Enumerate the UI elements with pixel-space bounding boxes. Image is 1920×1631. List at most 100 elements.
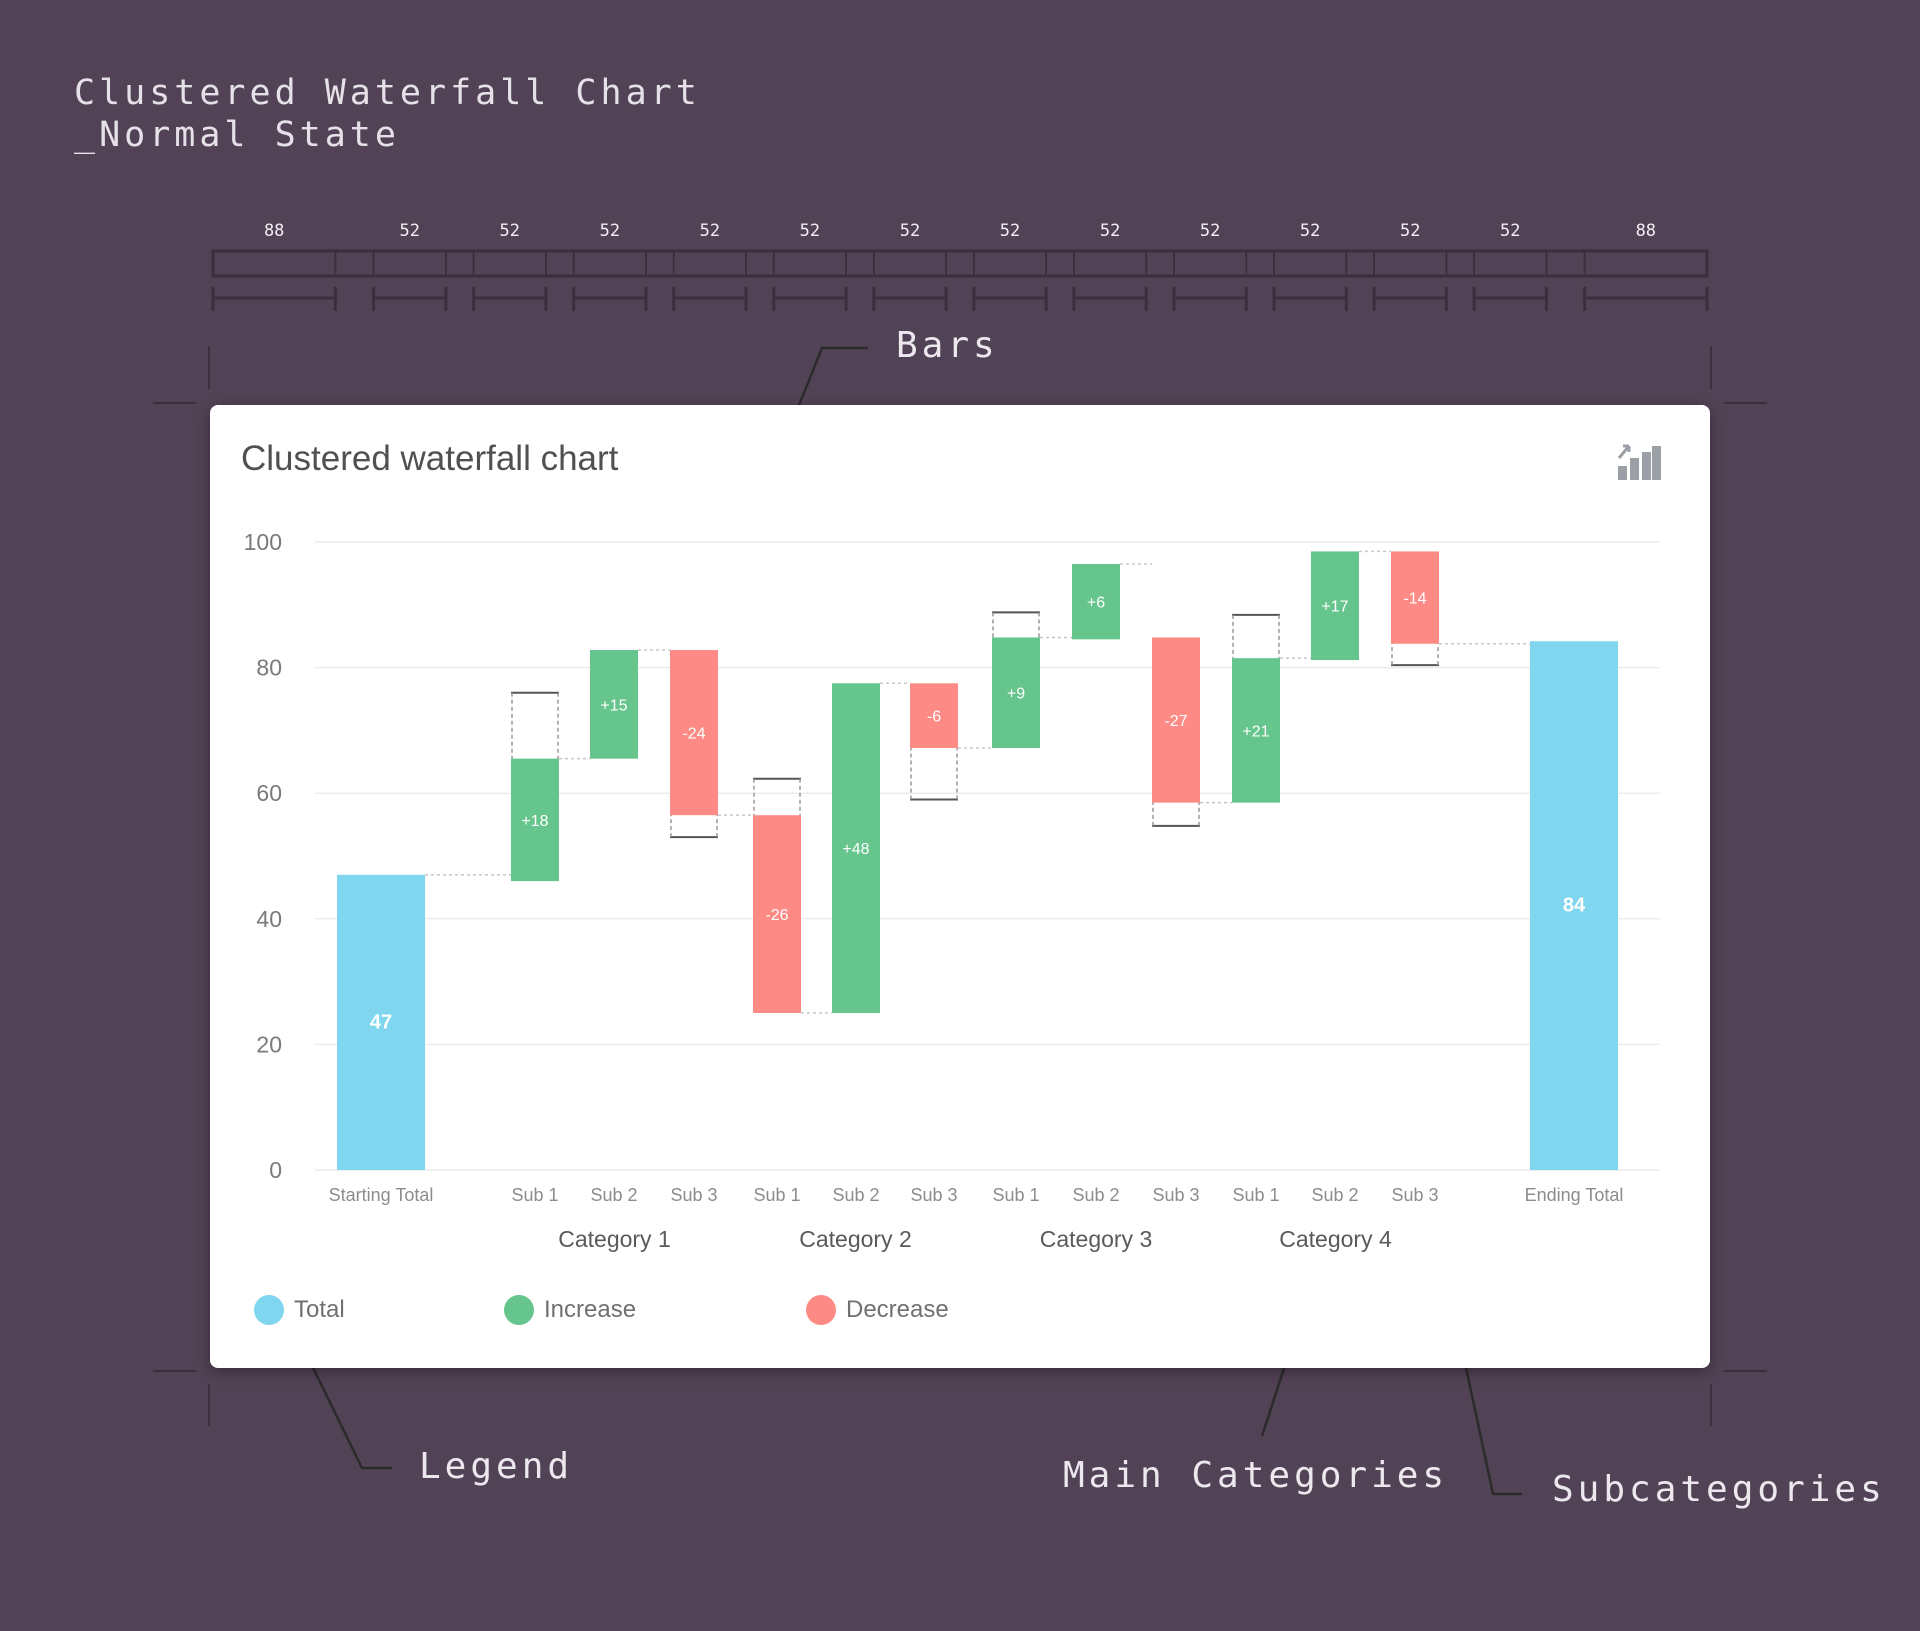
bar-data-label: +6 — [1087, 595, 1105, 612]
spec-dimension: 52 — [472, 221, 548, 311]
x-tick-label: Sub 1 — [511, 1185, 558, 1205]
spec-width-label: 52 — [1000, 221, 1020, 241]
bar-data-label: +17 — [1321, 599, 1348, 616]
waterfall-bar[interactable] — [1530, 641, 1618, 1170]
bar-data-label: +18 — [521, 813, 548, 830]
subcategories-annotation: Subcategories — [1552, 1469, 1886, 1510]
legend-item-decrease[interactable]: Decrease — [806, 1295, 949, 1325]
legend-label: Total — [294, 1296, 345, 1323]
spec-dimension: 52 — [872, 221, 948, 311]
legend-label: Decrease — [846, 1296, 949, 1323]
reference-marker — [992, 611, 1040, 638]
legend-label: Increase — [544, 1296, 637, 1323]
spec-dimension: 52 — [972, 221, 1048, 311]
legend-item-increase[interactable]: Increase — [504, 1295, 636, 1325]
x-tick-label: Sub 3 — [1391, 1185, 1438, 1205]
x-tick-label: Sub 3 — [1152, 1185, 1199, 1205]
x-tick-label: Sub 2 — [1311, 1185, 1358, 1205]
spec-width-label: 52 — [1500, 221, 1520, 241]
spec-width-label: 52 — [1400, 221, 1420, 241]
bar-data-label: -6 — [927, 709, 941, 726]
waterfall-bar[interactable] — [1072, 563, 1120, 640]
waterfall-bar[interactable] — [992, 637, 1040, 748]
spec-width-label: 52 — [1300, 221, 1320, 241]
waterfall-bar[interactable] — [670, 650, 718, 816]
x-tick-label: Starting Total — [329, 1185, 434, 1205]
waterfall-bar[interactable] — [1232, 658, 1280, 803]
spec-dimension: 52 — [772, 221, 848, 311]
x-tick-label: Sub 3 — [670, 1185, 717, 1205]
chart-card: Clustered waterfall chart 47 +18 +15 -24 -26… — [210, 405, 1710, 1368]
category-label: Category 4 — [1279, 1226, 1392, 1252]
waterfall-bar[interactable] — [337, 874, 425, 1170]
reference-marker — [670, 815, 718, 839]
reference-marker — [1152, 802, 1200, 827]
spec-dimension: 52 — [1472, 221, 1548, 311]
spec-dimension: 52 — [372, 221, 448, 311]
spec-width-label: 52 — [900, 221, 920, 241]
reference-marker — [753, 777, 801, 816]
spacing-spec: 88 52 52 52 52 52 52 52 52 52 52 52 52 88 — [211, 221, 1709, 311]
bar-data-label: 84 — [1563, 895, 1586, 917]
y-tick-label: 20 — [256, 1031, 282, 1057]
reference-marker — [1232, 613, 1280, 659]
page-title: Clustered Waterfall Chart _Normal State — [74, 73, 701, 155]
x-tick-label: Sub 2 — [832, 1185, 879, 1205]
x-tick-label: Sub 2 — [590, 1185, 637, 1205]
spec-width-label: 88 — [1636, 221, 1656, 241]
spec-dimension: 52 — [1372, 221, 1448, 311]
x-tick-label: Sub 3 — [910, 1185, 957, 1205]
chart-plot: 47 +18 +15 -24 -26 +48 -6 +9 +6 -27 +21 +17 -14 84 0 2… — [244, 529, 1660, 1252]
bar-data-label: +21 — [1242, 723, 1269, 740]
bar-data-label: +48 — [842, 841, 869, 858]
reference-marker — [910, 747, 958, 801]
y-tick-label: 80 — [256, 655, 282, 681]
spec-dimension: 52 — [1272, 221, 1348, 311]
bar-data-label: -24 — [682, 726, 705, 743]
waterfall-bar[interactable] — [590, 650, 638, 759]
category-label: Category 1 — [558, 1226, 671, 1252]
y-tick-label: 0 — [269, 1157, 282, 1183]
y-tick-label: 100 — [244, 529, 282, 555]
waterfall-bar[interactable] — [910, 683, 958, 748]
legend-swatch — [504, 1295, 534, 1325]
legend-item-total[interactable]: Total — [254, 1295, 345, 1325]
x-tick-label: Sub 1 — [992, 1185, 1039, 1205]
category-label: Category 2 — [799, 1226, 912, 1252]
legend: Total Increase Decrease — [254, 1295, 1154, 1335]
reference-marker — [1391, 643, 1439, 667]
spec-width-label: 52 — [399, 221, 419, 241]
x-tick-label: Sub 2 — [1072, 1185, 1119, 1205]
x-tick-label: Sub 1 — [1232, 1185, 1279, 1205]
spec-width-label: 52 — [1100, 221, 1120, 241]
legend-swatch — [254, 1295, 284, 1325]
category-label: Category 3 — [1040, 1226, 1153, 1252]
x-tick-label: Ending Total — [1525, 1185, 1624, 1205]
main-categories-annotation: Main Categories — [1063, 1455, 1449, 1496]
reference-marker — [511, 691, 559, 759]
spec-dimension: 52 — [572, 221, 648, 311]
waterfall-bar[interactable] — [1152, 637, 1200, 803]
y-tick-label: 40 — [256, 906, 282, 932]
bar-data-label: -27 — [1164, 713, 1187, 730]
legend-leader-line — [300, 1344, 392, 1470]
spec-width-label: 52 — [700, 221, 720, 241]
bars-annotation: Bars — [896, 325, 999, 366]
legend-annotation: Legend — [419, 1446, 574, 1487]
waterfall-bar[interactable] — [753, 815, 801, 1013]
spec-width-label: 88 — [264, 221, 284, 241]
chart-title: Clustered waterfall chart — [241, 439, 619, 478]
x-tick-label: Sub 1 — [753, 1185, 800, 1205]
bar-data-label: +15 — [600, 697, 627, 714]
spec-width-label: 52 — [600, 221, 620, 241]
waterfall-chart-icon[interactable] — [1616, 440, 1662, 482]
waterfall-bar[interactable] — [1391, 551, 1439, 644]
waterfall-bar[interactable] — [832, 683, 880, 1013]
spec-dimension: 52 — [1172, 221, 1248, 311]
spec-dimension: 88 — [211, 221, 337, 311]
spec-width-label: 52 — [800, 221, 820, 241]
waterfall-bar[interactable] — [511, 758, 559, 882]
spec-dimension: 88 — [1583, 221, 1709, 311]
waterfall-bar[interactable] — [1311, 551, 1359, 661]
